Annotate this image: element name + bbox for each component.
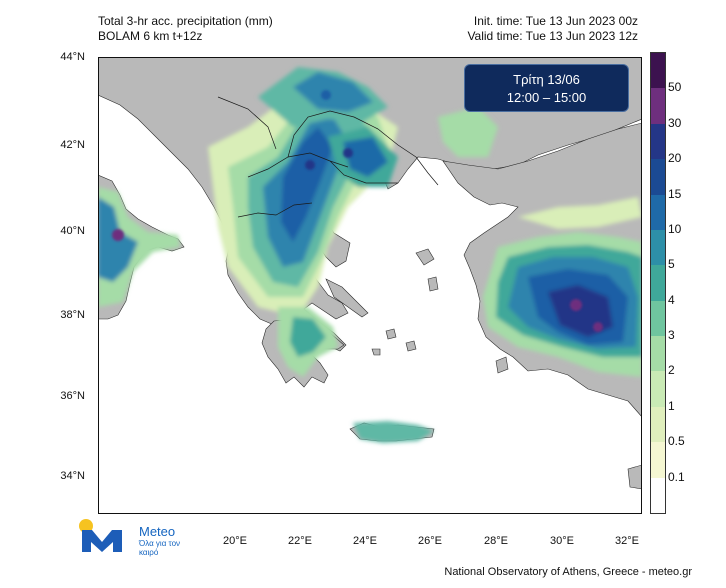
colorbar-swatch (651, 336, 665, 372)
badge-day: Τρίτη 13/06 (513, 72, 580, 87)
lon-label-32: 32°E (615, 535, 639, 547)
title-block: Total 3-hr acc. precipitation (mm) BOLAM… (98, 14, 273, 44)
colorbar-label: 5 (668, 257, 675, 272)
colorbar-swatch (651, 442, 665, 478)
rhodes-land (495, 356, 509, 374)
badge-hours: 12:00 – 15:00 (506, 90, 587, 105)
cyprus-land (627, 464, 642, 490)
colorbar-label: 2 (668, 363, 675, 378)
init-time: Init. time: Tue 13 Jun 2023 00z (473, 14, 638, 28)
colorbar-label: 3 (668, 328, 675, 343)
euboea-land (325, 278, 369, 318)
colorbar-swatch (651, 123, 665, 160)
precipitation-cores (112, 90, 603, 332)
colorbar-swatch (651, 53, 665, 89)
country-borders (217, 96, 439, 218)
logo-tagline: Όλα για τον καιρό (139, 539, 181, 557)
lat-label-44: 44°N (60, 51, 85, 63)
lat-label-34: 34°N (60, 470, 85, 482)
chios-land (427, 276, 439, 292)
lat-label-40: 40°N (60, 225, 85, 237)
cyclades-island-1 (385, 328, 397, 340)
colorbar-label: 15 (668, 186, 682, 201)
forecast-period-badge: Τρίτη 13/06 12:00 – 15:00 (464, 64, 629, 112)
logo-name: Meteo (139, 524, 176, 539)
time-block: Init. time: Tue 13 Jun 2023 00z Valid ti… (467, 14, 638, 44)
lon-label-28: 28°E (484, 535, 508, 547)
colorbar-label: 0.1 (668, 469, 685, 484)
lat-label-36: 36°N (60, 390, 85, 402)
lon-label-22: 22°E (288, 535, 312, 547)
colorbar-swatch (651, 265, 665, 301)
m-letter-icon (82, 530, 122, 552)
colorbar-label: 1 (668, 398, 675, 413)
colorbar-label: 0.5 (668, 434, 685, 449)
colorbar-label: 4 (668, 292, 675, 307)
colorbar-swatch (651, 477, 665, 513)
colorbar-label: 50 (668, 80, 682, 95)
colorbar-label: 10 (668, 221, 682, 236)
model-subtitle: BOLAM 6 km t+12z (98, 29, 203, 43)
colorbar-swatch (651, 371, 665, 407)
lesbos-land (415, 248, 435, 266)
cyclades-island-3 (371, 348, 381, 356)
colorbar-swatch (651, 300, 665, 337)
precipitation-map (98, 57, 642, 514)
sun-icon (79, 519, 93, 533)
frame (98, 57, 642, 514)
colorbar-swatch (651, 159, 665, 195)
colorbar-label: 20 (668, 151, 682, 166)
lon-label-30: 30°E (550, 535, 574, 547)
colorbar-swatch (651, 406, 665, 443)
lat-label-38: 38°N (60, 309, 85, 321)
meteo-logo (79, 519, 122, 552)
colorbar-swatch (651, 229, 665, 266)
map-title: Total 3-hr acc. precipitation (mm) (98, 14, 273, 28)
colorbar-swatch (651, 194, 665, 230)
credit-footer: National Observatory of Athens, Greece -… (444, 566, 692, 578)
colorbar-label: 30 (668, 115, 682, 130)
colorbar (650, 52, 666, 514)
lon-label-20: 20°E (223, 535, 247, 547)
lon-label-24: 24°E (353, 535, 377, 547)
cyclades-island-2 (405, 340, 417, 352)
lon-label-26: 26°E (418, 535, 442, 547)
lat-label-42: 42°N (60, 139, 85, 151)
colorbar-swatch (651, 88, 665, 124)
valid-time: Valid time: Tue 13 Jun 2023 12z (467, 29, 638, 43)
